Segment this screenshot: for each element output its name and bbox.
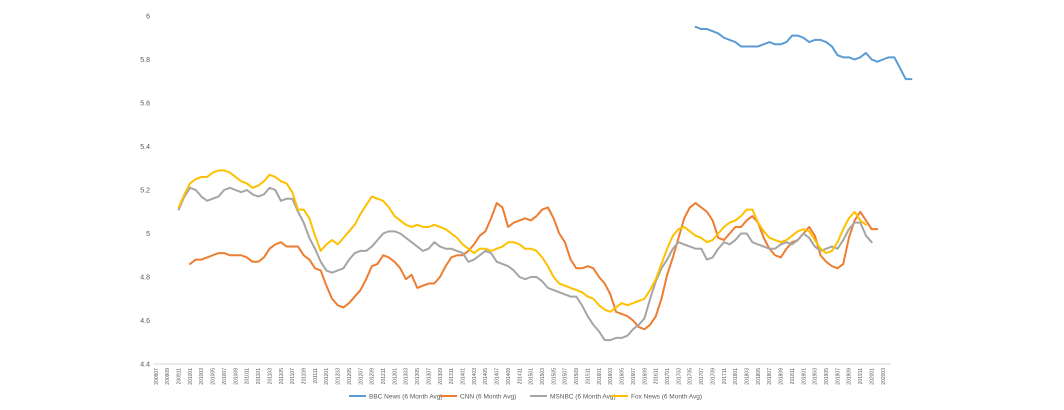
x-tick-label: 201211	[381, 368, 387, 385]
x-tick-label: 201711	[722, 368, 728, 385]
x-tick-label: 201409	[506, 368, 512, 385]
series-lines	[177, 25, 913, 342]
legend-item-cnn: CNN (6 Month Avg)	[440, 393, 516, 400]
x-tick-label: 201105	[279, 368, 285, 385]
x-tick-label: 201901	[801, 368, 807, 385]
x-tick-label: 201205	[347, 368, 353, 385]
x-tick-label: 201009	[233, 368, 239, 385]
x-tick-label: 201005	[211, 368, 217, 385]
x-tick-label: 201609	[642, 368, 648, 385]
x-tick-label: 200907	[154, 368, 160, 385]
x-tick-label: 201811	[790, 368, 796, 385]
x-tick-label: 201201	[324, 368, 330, 385]
y-tick-label: 5.6	[140, 101, 150, 108]
x-tick-label: 201403	[472, 368, 478, 385]
y-tick-label: 5.8	[140, 57, 150, 64]
x-tick-label: 201911	[858, 368, 864, 385]
x-tick-label: 201505	[551, 368, 557, 385]
x-tick-label: 201803	[744, 368, 750, 385]
y-tick-label: 4.6	[140, 318, 150, 325]
series-line-msnbc	[177, 186, 873, 342]
x-tick-label: 201109	[301, 368, 307, 385]
x-tick-label: 201705	[688, 368, 694, 385]
x-tick-label: 201611	[654, 368, 660, 385]
x-tick-label: 201501	[529, 368, 535, 385]
y-axis-ticks: 6 5.8 5.6 5.4 5.2 5 4.8 4.6 4.4	[140, 14, 150, 369]
x-tick-label: 201709	[710, 368, 716, 385]
x-tick-label: 201307	[426, 368, 432, 385]
x-tick-label: 201301	[392, 368, 398, 385]
x-tick-label: 201103	[267, 368, 273, 385]
y-tick-label: 5	[146, 231, 150, 238]
x-tick-label: 201807	[767, 368, 773, 385]
x-tick-label: 201503	[540, 368, 546, 385]
x-tick-label: 201905	[824, 368, 830, 385]
x-tick-label: 201703	[676, 368, 682, 385]
legend: BBC News (6 Month Avg) CNN (6 Month Avg) M…	[349, 393, 702, 400]
x-tick-label: 201107	[290, 368, 296, 385]
x-tick-label: 201907	[835, 368, 841, 385]
x-tick-label: 201903	[813, 368, 819, 385]
legend-label: Fox News (6 Month Avg)	[631, 393, 702, 400]
legend-label: BBC News (6 Month Avg)	[369, 393, 443, 400]
x-tick-label: 201809	[779, 368, 785, 385]
x-tick-label: 201605	[620, 368, 626, 385]
x-tick-label: 201305	[415, 368, 421, 385]
x-tick-label: 201407	[495, 368, 501, 385]
x-tick-label: 201311	[449, 368, 455, 385]
x-tick-label: 201707	[699, 368, 705, 385]
x-tick-label: 201801	[733, 368, 739, 385]
x-tick-label: 201701	[665, 368, 671, 385]
x-tick-label: 200911	[177, 368, 183, 385]
x-tick-label: 201001	[188, 368, 194, 385]
x-tick-label: 201309	[438, 368, 444, 385]
x-tick-label: 201101	[256, 368, 262, 385]
x-tick-label: 200909	[165, 368, 171, 385]
y-tick-label: 4.4	[140, 362, 150, 369]
x-tick-label: 201603	[608, 368, 614, 385]
x-tick-label: 201909	[847, 368, 853, 385]
x-tick-label: 201111	[313, 368, 319, 384]
x-tick-label: 201601	[597, 368, 603, 385]
x-tick-label: 201411	[517, 368, 523, 385]
y-tick-label: 6	[146, 14, 150, 21]
legend-label: CNN (6 Month Avg)	[460, 393, 516, 400]
legend-item-msnbc: MSNBC (6 Month Avg)	[530, 393, 616, 400]
x-tick-label: 201209	[370, 368, 376, 385]
series-line-fox	[177, 169, 867, 313]
y-tick-label: 5.4	[140, 144, 150, 151]
x-axis-ticks: 200907 200909 200911 201001 201003 201005 2010…	[154, 368, 887, 385]
x-tick-label: 201607	[631, 368, 637, 385]
y-tick-label: 5.2	[140, 188, 150, 195]
x-tick-label: 201401	[461, 368, 467, 385]
y-tick-label: 4.8	[140, 275, 150, 282]
legend-label: MSNBC (6 Month Avg)	[550, 393, 616, 400]
x-tick-label: 201203	[336, 368, 342, 385]
x-tick-label: 201007	[222, 368, 228, 385]
x-tick-label: 202003	[881, 368, 887, 385]
legend-item-fox: Fox News (6 Month Avg)	[611, 393, 702, 400]
x-tick-label: 201511	[585, 368, 591, 385]
x-tick-label: 202001	[869, 368, 875, 385]
x-tick-label: 201207	[358, 368, 364, 385]
series-line-bbc	[694, 25, 913, 81]
series-line-cnn	[189, 202, 879, 331]
x-tick-label: 201003	[199, 368, 205, 385]
legend-item-bbc: BBC News (6 Month Avg)	[349, 393, 443, 400]
x-tick-label: 201303	[404, 368, 410, 385]
x-tick-label: 201405	[483, 368, 489, 385]
x-tick-label: 201507	[563, 368, 569, 385]
x-tick-label: 201509	[574, 368, 580, 385]
x-tick-label: 201011	[245, 368, 251, 385]
x-tick-label: 201805	[756, 368, 762, 385]
